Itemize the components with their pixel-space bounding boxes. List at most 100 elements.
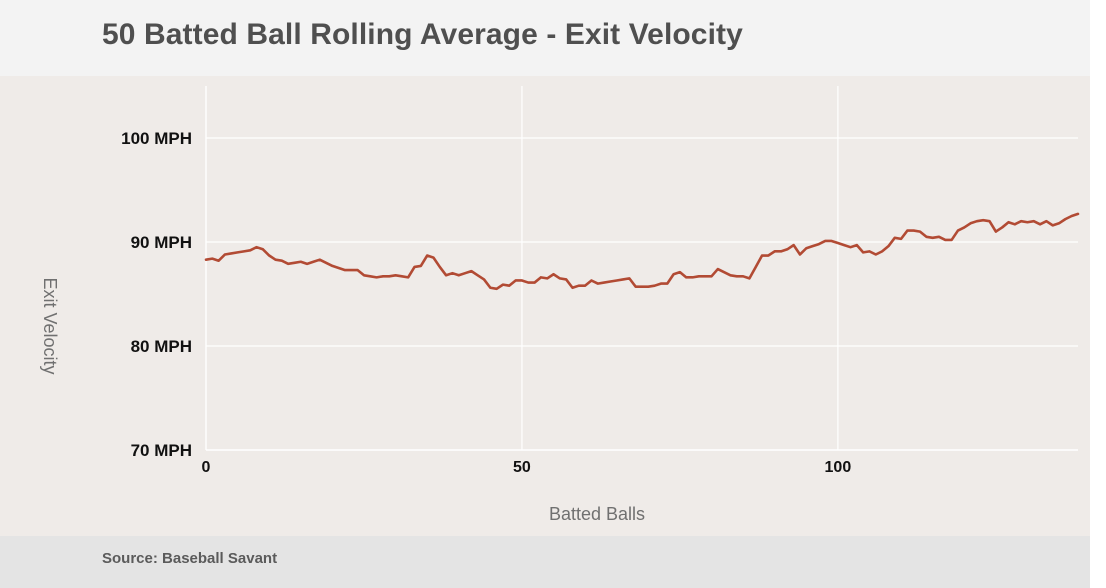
data-point-13 <box>287 262 290 265</box>
data-point-130 <box>1026 221 1029 224</box>
data-point-58 <box>571 286 574 289</box>
chart-title: 50 Batted Ball Rolling Average - Exit Ve… <box>102 18 743 51</box>
data-point-68 <box>634 285 637 288</box>
data-point-67 <box>628 277 631 280</box>
data-point-37 <box>438 266 441 268</box>
data-point-50 <box>521 279 523 282</box>
data-point-138 <box>1077 213 1079 215</box>
data-point-43 <box>476 274 479 277</box>
data-point-93 <box>792 244 795 247</box>
data-point-95 <box>805 247 808 250</box>
data-point-86 <box>748 277 751 280</box>
y-tick-label: 90 MPH <box>131 233 192 252</box>
data-point-20 <box>331 265 334 267</box>
data-point-80 <box>710 275 713 278</box>
line-chart: 70 MPH 80 MPH 90 MPH 100 MPH 0 50 100 Batted Ba… <box>40 86 1080 524</box>
data-point-10 <box>268 254 271 257</box>
data-point-38 <box>445 274 448 277</box>
data-point-129 <box>1020 220 1023 223</box>
data-point-61 <box>590 279 593 282</box>
data-point-76 <box>685 276 688 279</box>
data-point-53 <box>539 276 542 279</box>
data-point-122 <box>975 220 978 223</box>
data-point-75 <box>679 271 681 274</box>
data-point-101 <box>843 244 846 247</box>
data-point-126 <box>1001 226 1004 229</box>
data-point-52 <box>533 281 536 284</box>
data-point-28 <box>382 275 384 278</box>
data-point-66 <box>622 278 624 281</box>
data-point-107 <box>881 250 884 253</box>
data-point-46 <box>495 287 498 290</box>
data-point-59 <box>577 284 580 287</box>
data-point-49 <box>514 279 517 282</box>
data-point-71 <box>653 284 656 287</box>
data-point-5 <box>236 251 239 254</box>
data-point-78 <box>697 275 700 278</box>
data-point-19 <box>325 261 327 264</box>
data-point-136 <box>1064 218 1067 221</box>
x-tick-label: 50 <box>513 459 531 476</box>
data-point-113 <box>919 230 921 233</box>
data-point-133 <box>1045 220 1048 223</box>
data-point-85 <box>742 275 745 278</box>
data-point-36 <box>432 256 435 259</box>
data-point-18 <box>318 258 321 261</box>
data-point-137 <box>1070 215 1073 217</box>
data-point-40 <box>457 274 460 277</box>
data-point-91 <box>780 250 782 253</box>
data-point-70 <box>647 285 650 288</box>
data-point-127 <box>1007 221 1010 224</box>
data-point-72 <box>660 282 662 285</box>
data-point-104 <box>862 251 865 254</box>
data-point-23 <box>350 269 353 271</box>
data-point-111 <box>906 229 909 232</box>
data-point-45 <box>489 286 492 289</box>
data-point-60 <box>584 284 587 287</box>
data-point-84 <box>735 275 738 278</box>
data-point-35 <box>426 254 429 257</box>
data-point-1 <box>211 257 214 260</box>
data-point-82 <box>723 271 726 274</box>
data-point-73 <box>666 282 669 285</box>
data-point-132 <box>1039 223 1041 226</box>
data-point-31 <box>400 275 403 278</box>
data-point-117 <box>944 239 947 241</box>
x-axis-title: Batted Balls <box>549 504 645 524</box>
data-point-116 <box>938 235 940 238</box>
data-point-105 <box>868 250 871 253</box>
data-point-103 <box>855 244 858 247</box>
y-tick-label: 80 MPH <box>131 337 192 356</box>
source-footer: Source: Baseball Savant <box>0 536 1090 588</box>
data-point-87 <box>754 266 757 268</box>
data-point-6 <box>243 250 245 253</box>
y-axis-title: Exit Velocity <box>40 277 60 374</box>
data-point-3 <box>224 253 226 256</box>
data-point-33 <box>413 266 416 268</box>
data-point-4 <box>230 252 233 255</box>
y-tick-label: 70 MPH <box>131 441 192 460</box>
data-point-11 <box>274 258 277 261</box>
data-point-108 <box>887 245 890 248</box>
data-point-109 <box>893 236 896 239</box>
data-point-106 <box>874 253 877 256</box>
data-point-121 <box>969 222 972 225</box>
data-point-98 <box>824 240 827 242</box>
data-point-8 <box>255 246 258 249</box>
data-point-55 <box>552 273 555 276</box>
data-point-63 <box>603 281 605 284</box>
data-point-26 <box>369 275 372 278</box>
data-point-89 <box>767 254 770 257</box>
chart-header: 50 Batted Ball Rolling Average - Exit Ve… <box>0 0 1090 76</box>
data-point-112 <box>912 229 915 232</box>
data-point-57 <box>565 278 568 281</box>
data-point-96 <box>811 245 814 248</box>
data-point-90 <box>773 250 776 253</box>
data-point-131 <box>1032 220 1035 223</box>
data-point-120 <box>963 226 966 229</box>
data-point-83 <box>729 274 732 277</box>
data-point-9 <box>261 248 264 251</box>
data-point-114 <box>925 235 928 238</box>
data-point-30 <box>394 274 397 277</box>
data-point-56 <box>558 277 561 280</box>
